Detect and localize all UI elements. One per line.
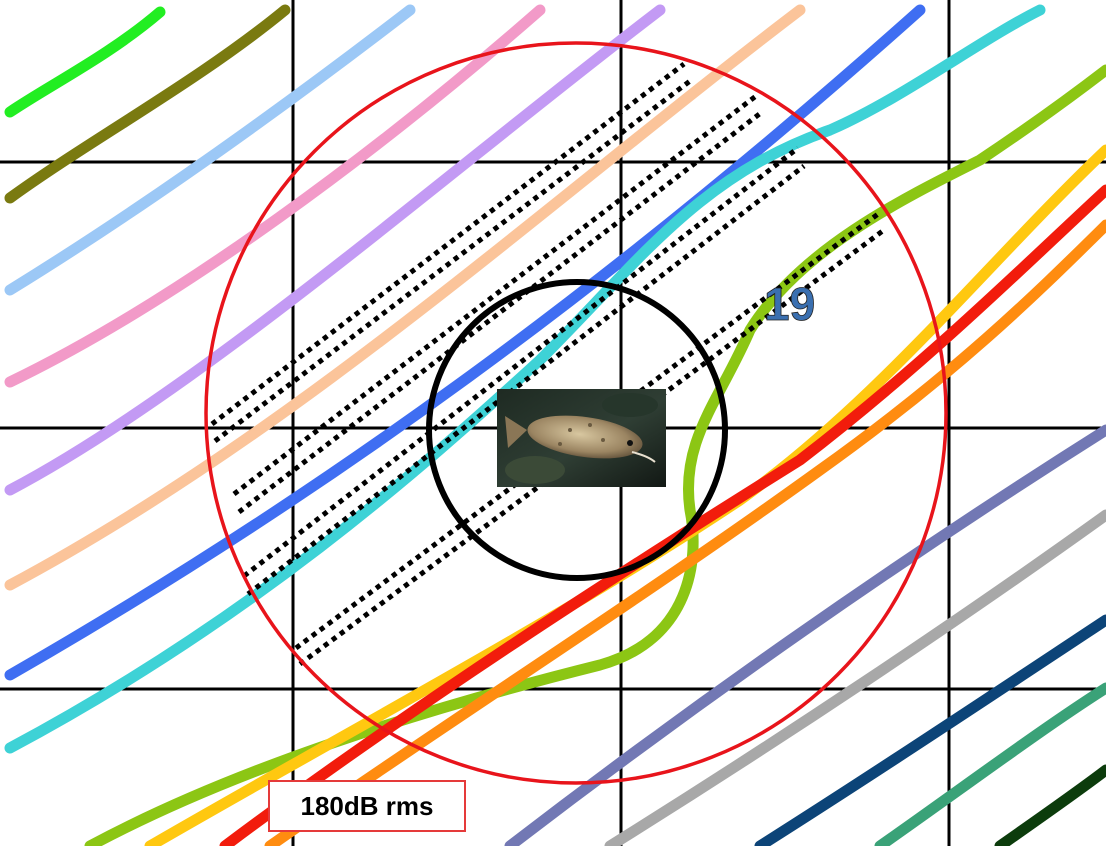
olive-track	[4, 4, 291, 204]
orange-track	[264, 219, 1106, 846]
dotted-line	[210, 62, 686, 426]
dotted-line	[246, 164, 806, 596]
peach-track	[4, 4, 806, 591]
pink-track	[4, 4, 546, 388]
fish-photo	[497, 389, 666, 487]
blue-track	[4, 4, 926, 681]
sea-green-track	[874, 682, 1106, 846]
dotted-line	[242, 146, 800, 578]
red-track	[219, 184, 1106, 846]
radius-circle	[204, 41, 948, 785]
navy-track	[754, 614, 1106, 846]
lavender-track	[4, 4, 666, 496]
lime-track	[84, 64, 1106, 846]
gray-track	[604, 509, 1106, 846]
dark-green-track	[994, 764, 1106, 846]
light-blue-track	[4, 4, 416, 296]
line-number-label: 19	[764, 278, 815, 330]
inner-circle	[426, 279, 728, 581]
radius-label: 180dB rms	[268, 780, 466, 832]
green-track	[4, 6, 166, 118]
